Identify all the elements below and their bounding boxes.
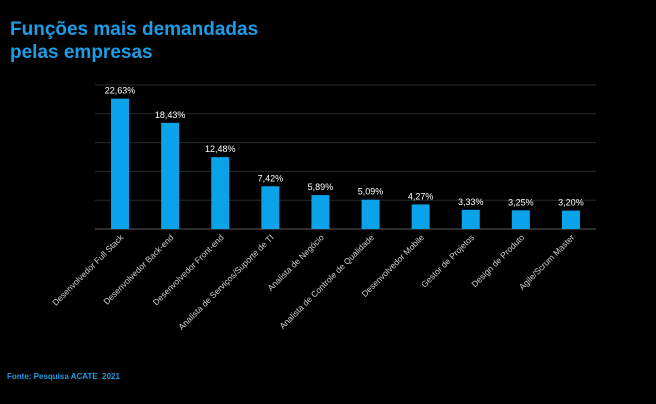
data-label: 7,42%: [258, 173, 284, 183]
data-label: 18,43%: [155, 110, 186, 120]
data-label: 3,20%: [558, 198, 584, 208]
data-label: 3,33%: [458, 197, 484, 207]
bar: [561, 210, 580, 229]
category-label: Design de Produto: [469, 232, 526, 289]
category-label: Analista de Controle de Qualidade: [277, 232, 376, 331]
data-label: 3,25%: [508, 197, 534, 207]
bar: [311, 195, 330, 229]
chart-title: Funções mais demandadas pelas empresas: [10, 18, 370, 64]
data-label: 5,89%: [308, 182, 334, 192]
bar: [261, 186, 280, 229]
bar: [511, 210, 530, 229]
chart-title-line-2: pelas empresas: [10, 42, 153, 63]
category-label: Analista de Serviços/Suporte de TI: [176, 232, 276, 332]
bar: [361, 199, 380, 229]
bar: [161, 122, 180, 229]
bar: [411, 204, 430, 229]
chart-title-line-1: Funções mais demandadas: [10, 19, 259, 40]
source-note: Fonte: Pesquisa ACATE 2021: [7, 372, 120, 381]
bar: [461, 209, 480, 229]
bar: [211, 157, 230, 229]
data-label: 4,27%: [408, 191, 434, 201]
bar: [111, 98, 130, 229]
data-label: 22,63%: [105, 86, 136, 96]
category-label: Agile/Scrum Master: [517, 232, 577, 292]
data-label: 5,09%: [358, 187, 384, 197]
category-label: Gestor de Projetos: [419, 232, 476, 289]
data-label: 12,48%: [205, 144, 236, 154]
